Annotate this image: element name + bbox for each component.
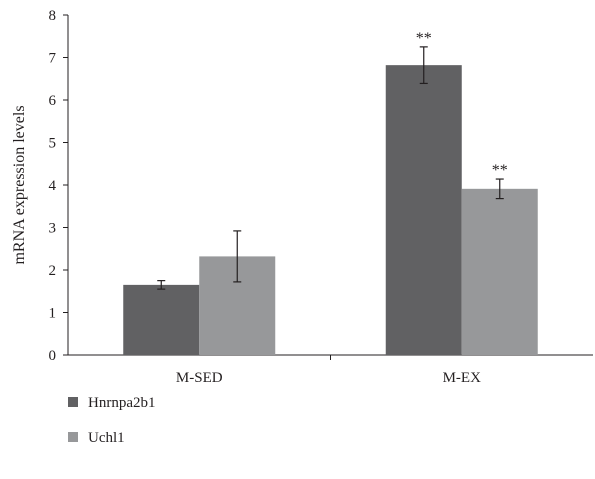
legend-swatch <box>68 432 78 442</box>
legend: Hnrnpa2b1 Uchl1 <box>68 395 156 446</box>
x-tick-label: M-SED <box>176 370 223 386</box>
y-tick-label: 4 <box>49 178 57 194</box>
significance-label: ** <box>492 162 508 179</box>
y-axis-label: mRNA expression levels <box>11 105 28 264</box>
y-tick-label: 5 <box>49 136 57 152</box>
bars <box>123 65 538 356</box>
bar <box>385 65 462 356</box>
y-tick-label: 2 <box>49 263 57 279</box>
legend-label: Hnrnpa2b1 <box>88 395 156 411</box>
error-bars <box>157 46 504 290</box>
significance-label: ** <box>416 30 432 47</box>
bar <box>461 188 538 355</box>
bar <box>123 284 200 355</box>
significance-annotations: ** ** <box>416 30 508 179</box>
legend-label: Uchl1 <box>88 430 125 446</box>
y-tick-label: 7 <box>49 51 57 67</box>
x-tick-label: M-EX <box>443 370 481 386</box>
y-tick-label: 6 <box>49 93 57 109</box>
y-tick-label: 3 <box>49 221 57 237</box>
y-tick-label: 8 <box>49 8 57 24</box>
legend-swatch <box>68 397 78 407</box>
y-tick-label: 1 <box>49 306 57 322</box>
y-tick-label: 0 <box>49 348 57 364</box>
